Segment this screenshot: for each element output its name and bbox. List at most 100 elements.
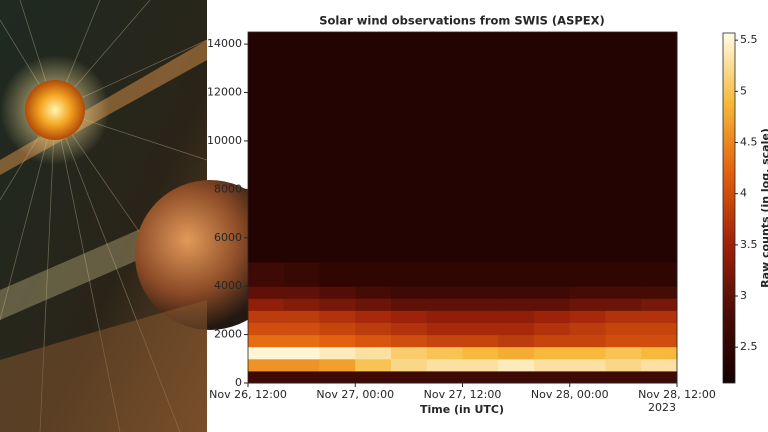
heatmap-cell — [391, 346, 428, 360]
y-tick-label: 14000 — [207, 37, 242, 50]
heatmap-cell — [462, 261, 499, 287]
heatmap-cell — [605, 346, 642, 360]
heatmap-cell — [248, 286, 285, 299]
heatmap-cell — [641, 358, 678, 372]
heatmap-cell — [248, 298, 285, 311]
heatmap-cell — [391, 370, 428, 384]
heatmap-cell — [248, 322, 285, 336]
heatmap-cell — [426, 322, 463, 336]
x-axis-label: Time (in UTC) — [420, 403, 504, 416]
heatmap-cell — [641, 346, 678, 360]
heatmap-cell — [426, 286, 463, 299]
heatmap-cell — [498, 298, 535, 311]
heatmap-cell — [426, 310, 463, 323]
heatmap-cell — [391, 298, 428, 311]
heatmap-cell — [355, 358, 392, 372]
heatmap-cell — [391, 322, 428, 336]
heatmap-cell — [319, 261, 356, 287]
heatmap-cell — [569, 358, 606, 372]
heatmap-cell — [248, 334, 285, 348]
heatmap-cell — [319, 322, 356, 336]
heatmap-cell — [534, 310, 571, 323]
colorbar — [722, 32, 736, 384]
heatmap-cell — [426, 358, 463, 372]
heatmap-cell — [569, 334, 606, 348]
colorbar-tick-label: 2.5 — [740, 340, 758, 353]
colorbar-tick-label: 4 — [740, 187, 747, 200]
heatmap-cell — [391, 334, 428, 348]
heatmap-cell — [355, 370, 392, 384]
heatmap-cell — [641, 286, 678, 299]
heatmap-cell — [462, 334, 499, 348]
heatmap-cell — [641, 322, 678, 336]
heatmap-cell — [426, 346, 463, 360]
heatmap-cell — [355, 346, 392, 360]
x-tick-label: Nov 27, 12:00 — [424, 388, 502, 401]
heatmap-cell — [605, 334, 642, 348]
heatmap-cell — [569, 286, 606, 299]
y-tick-label: 10000 — [207, 134, 242, 147]
heatmap-cell — [498, 310, 535, 323]
heatmap-cell — [534, 286, 571, 299]
colorbar-tick-label: 4.5 — [740, 136, 758, 149]
heatmap-cell — [426, 370, 463, 384]
heatmap-cell — [569, 298, 606, 311]
heatmap-cell — [319, 298, 356, 311]
heatmap-cell — [534, 370, 571, 384]
heatmap-cell — [248, 261, 285, 287]
heatmap-cell — [426, 261, 463, 287]
heatmap-cell — [248, 370, 285, 384]
heatmap-cell — [283, 334, 320, 348]
heatmap-cell — [569, 346, 606, 360]
heatmap-cell — [605, 298, 642, 311]
heatmap-cell — [462, 358, 499, 372]
heatmap-cell — [391, 310, 428, 323]
heatmap-cell — [248, 358, 285, 372]
x-tick-label: Nov 28, 12:00 — [638, 388, 716, 401]
heatmap-cell — [355, 298, 392, 311]
heatmap-cell — [641, 310, 678, 323]
heatmap-cell — [319, 286, 356, 299]
heatmap-cell — [498, 261, 535, 287]
heatmap-cell — [283, 32, 320, 263]
heatmap-cell — [605, 370, 642, 384]
heatmap-cell — [605, 286, 642, 299]
illustration — [0, 0, 285, 432]
colorbar-label: Raw counts (in log. scale) — [759, 128, 768, 288]
heatmap-cell — [641, 298, 678, 311]
heatmap-cell — [355, 310, 392, 323]
y-tick-label: 12000 — [207, 86, 242, 99]
chart-title: Solar wind observations from SWIS (ASPEX… — [319, 14, 605, 28]
y-tick-label: 4000 — [214, 279, 242, 292]
heatmap-cell — [641, 261, 678, 287]
heatmap-cell — [498, 358, 535, 372]
heatmap-cell — [248, 346, 285, 360]
y-tick-label: 0 — [235, 376, 242, 389]
heatmap-cell — [319, 346, 356, 360]
x-tick-label: Nov 27, 00:00 — [316, 388, 394, 401]
heatmap-cell — [426, 32, 463, 263]
heatmap-cell — [391, 32, 428, 263]
y-tick-label: 2000 — [214, 328, 242, 341]
heatmap-cell — [641, 370, 678, 384]
heatmap-cell — [569, 370, 606, 384]
colorbar-tick-label: 3.5 — [740, 238, 758, 251]
heatmap-cell — [355, 334, 392, 348]
heatmap-cell — [319, 310, 356, 323]
heatmap-cell — [605, 261, 642, 287]
heatmap-cell — [498, 32, 535, 263]
heatmap-cell — [641, 32, 678, 263]
heatmap-cell — [605, 358, 642, 372]
heatmap-cell — [462, 370, 499, 384]
heatmap-cell — [534, 298, 571, 311]
heatmap-cell — [498, 286, 535, 299]
heatmap-cell — [534, 322, 571, 336]
heatmap-cell — [569, 32, 606, 263]
heatmap-cell — [283, 346, 320, 360]
colorbar-tick-label: 5.5 — [740, 33, 758, 46]
heatmap-cell — [534, 346, 571, 360]
heatmap-cell — [283, 310, 320, 323]
heatmap-cell — [426, 334, 463, 348]
y-tick-label: 8000 — [214, 182, 242, 195]
